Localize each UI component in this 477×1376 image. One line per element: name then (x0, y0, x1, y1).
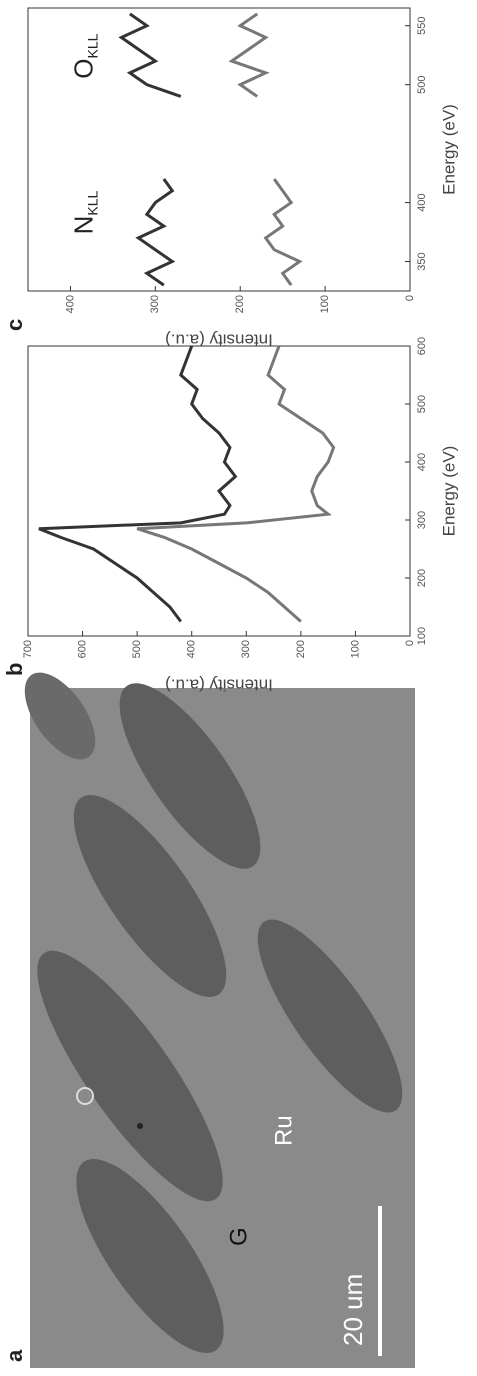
annotation: NKLL (68, 190, 100, 234)
x-tick-label: 350 (416, 252, 428, 270)
y-tick-label: 100 (319, 295, 331, 313)
x-tick-label: 500 (416, 75, 428, 93)
y-tick-label: 600 (76, 640, 88, 658)
y-tick-label: 0 (404, 640, 416, 646)
micrograph: 20 um Ru G (24, 672, 415, 1368)
panel-label: c (2, 319, 27, 331)
x-tick-label: 100 (416, 627, 428, 645)
x-axis-label: Energy (eV) (439, 446, 458, 537)
x-tick-label: 550 (416, 17, 428, 35)
annotation-text: O (68, 59, 98, 79)
data-line (228, 12, 270, 98)
plot-frame (27, 345, 411, 637)
region-label: Ru (270, 1115, 297, 1146)
region-label: G (225, 1227, 252, 1246)
x-tick-label: 300 (416, 511, 428, 529)
y-tick-label: 400 (64, 295, 76, 313)
scale-bar-label: 20 um (338, 1274, 368, 1346)
y-tick-label: 500 (131, 640, 143, 658)
x-tick-label: 500 (416, 395, 428, 413)
data-line (263, 178, 303, 286)
x-axis-label: Energy (eV) (439, 104, 458, 195)
data-line (38, 345, 238, 623)
annotation-text: N (68, 216, 98, 235)
y-tick-label: 200 (295, 640, 307, 658)
y-axis-label: Intensity (a.u.) (165, 676, 273, 695)
y-tick-label: 700 (22, 640, 34, 658)
y-tick-label: 400 (186, 640, 198, 658)
x-tick-label: 400 (416, 453, 428, 471)
panel-label: b (2, 663, 27, 676)
x-tick-label: 600 (416, 337, 428, 355)
y-tick-label: 0 (404, 295, 416, 301)
annotation: OKLL (68, 33, 100, 78)
annotation-sub: KLL (84, 33, 100, 58)
data-line (118, 12, 182, 98)
y-tick-label: 300 (240, 640, 252, 658)
data-line (135, 178, 176, 287)
x-tick-label: 200 (416, 569, 428, 587)
y-tick-label: 200 (234, 295, 246, 313)
data-line (136, 345, 336, 623)
y-tick-label: 100 (349, 640, 361, 658)
panel-label: a (2, 1349, 27, 1362)
plot-frame (27, 7, 411, 292)
y-axis-label: Intensity (a.u.) (165, 331, 273, 350)
x-tick-label: 400 (416, 193, 428, 211)
y-tick-label: 300 (149, 295, 161, 313)
annotation-sub: KLL (84, 190, 100, 215)
